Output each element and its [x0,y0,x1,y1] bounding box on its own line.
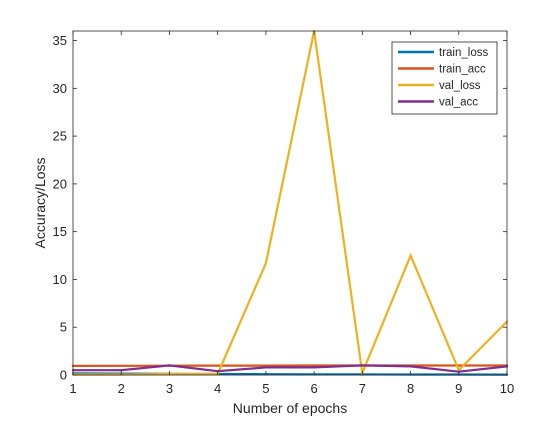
y-tick-label: 5 [60,320,67,335]
y-tick-label: 10 [53,272,67,287]
y-tick-label: 0 [60,368,67,383]
point-val-acc-8 [410,365,412,367]
y-tick-label: 15 [53,224,67,239]
y-tick-label: 30 [53,81,67,96]
point-val-acc-5 [265,366,267,368]
point-train-acc-4 [217,365,219,367]
x-tick-label: 6 [310,381,317,396]
x-tick-label: 2 [118,381,125,396]
x-tick-label: 7 [359,381,366,396]
x-tick-label: 8 [407,381,414,396]
x-tick-label: 10 [500,381,514,396]
legend-label-val-loss: val_loss [439,80,481,92]
point-val-acc-7 [361,364,363,366]
x-tick-label: 1 [69,381,76,396]
legend-label-val-acc: val_acc [439,97,478,109]
x-axis-label: Number of epochs [233,400,347,416]
y-tick-label: 20 [53,176,67,191]
x-tick-label: 3 [166,381,173,396]
point-val-acc-2 [120,369,122,371]
y-tick-label: 35 [53,33,67,48]
legend-label-train-acc: train_acc [439,64,486,76]
legend: train_loss train_acc val_loss val_acc [392,42,497,114]
point-val-acc-3 [168,364,170,366]
point-val-acc-6 [313,366,315,368]
point-val-loss-8 [410,255,412,257]
point-train-acc-2 [120,365,122,367]
point-val-loss-5 [265,262,267,264]
y-tick-label: 25 [53,129,67,144]
y-axis-label: Accuracy/Loss [32,157,48,248]
legend-label-train-loss: train_loss [439,47,488,59]
x-tick-label: 9 [455,381,462,396]
x-tick-label: 4 [214,381,221,396]
x-tick-label: 5 [262,381,269,396]
